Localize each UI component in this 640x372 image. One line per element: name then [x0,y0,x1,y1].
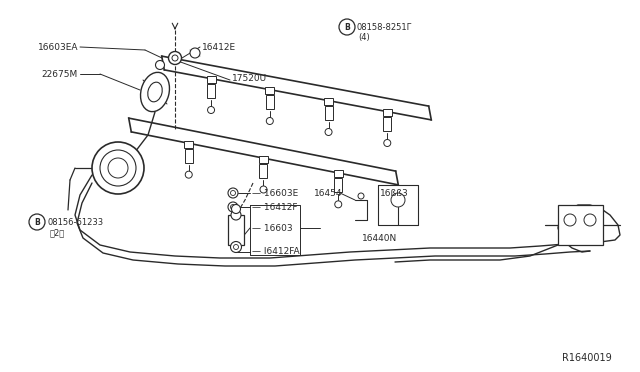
Text: 08156-61233: 08156-61233 [47,218,103,227]
Bar [228,215,244,245]
Text: — l6412FA: — l6412FA [252,247,300,257]
Circle shape [92,142,144,194]
Circle shape [100,150,136,186]
Bar [558,205,603,245]
Bar [324,106,333,120]
Text: R1640019: R1640019 [563,353,612,363]
Bar [266,87,275,94]
Circle shape [339,19,355,35]
Circle shape [232,205,241,214]
Text: 22675M: 22675M [42,70,78,78]
Circle shape [358,193,364,199]
Text: 16440N: 16440N [362,234,397,243]
Circle shape [230,205,236,209]
Circle shape [231,210,241,220]
Bar [259,164,268,177]
Circle shape [384,140,391,147]
Circle shape [207,106,214,113]
Circle shape [228,202,238,212]
Circle shape [29,214,45,230]
Bar [207,76,216,83]
Bar [266,95,274,109]
Bar [334,170,343,177]
Text: B: B [34,218,40,227]
Text: B: B [344,22,350,32]
Circle shape [335,201,342,208]
Circle shape [266,118,273,125]
Bar [324,98,333,105]
Text: — 16412F: — 16412F [252,202,298,212]
Ellipse shape [148,82,162,102]
Text: 08158-8251Г: 08158-8251Г [357,22,413,32]
Circle shape [230,190,236,196]
Bar [383,109,392,116]
Circle shape [172,55,178,61]
Text: 16412E: 16412E [202,42,236,51]
Circle shape [230,241,241,253]
Text: 〨2〩: 〨2〩 [50,228,65,237]
Text: — 16603E: — 16603E [252,189,298,198]
Text: 16603EA: 16603EA [38,42,78,51]
Bar [184,141,193,148]
Circle shape [228,188,238,198]
Circle shape [234,244,239,250]
Bar [383,117,391,131]
Text: — 16603: — 16603 [252,224,292,232]
Circle shape [260,186,267,193]
Circle shape [325,128,332,135]
Bar [259,155,268,163]
Circle shape [391,193,405,207]
Circle shape [185,171,192,178]
Ellipse shape [141,72,170,112]
Bar [185,149,193,163]
Circle shape [156,61,164,70]
Bar [207,84,215,98]
Circle shape [190,48,200,58]
Text: 17520U: 17520U [232,74,267,83]
Circle shape [564,214,576,226]
Circle shape [584,214,596,226]
Text: 16454: 16454 [314,189,342,198]
Text: 16ßß3: 16ßß3 [380,189,409,198]
Circle shape [168,51,182,64]
Text: (4): (4) [358,32,370,42]
Circle shape [108,158,128,178]
Bar [334,178,342,192]
